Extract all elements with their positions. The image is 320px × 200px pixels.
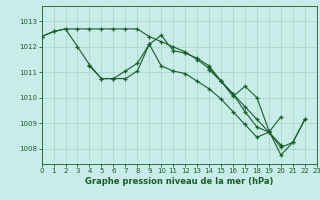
X-axis label: Graphe pression niveau de la mer (hPa): Graphe pression niveau de la mer (hPa) [85, 177, 273, 186]
